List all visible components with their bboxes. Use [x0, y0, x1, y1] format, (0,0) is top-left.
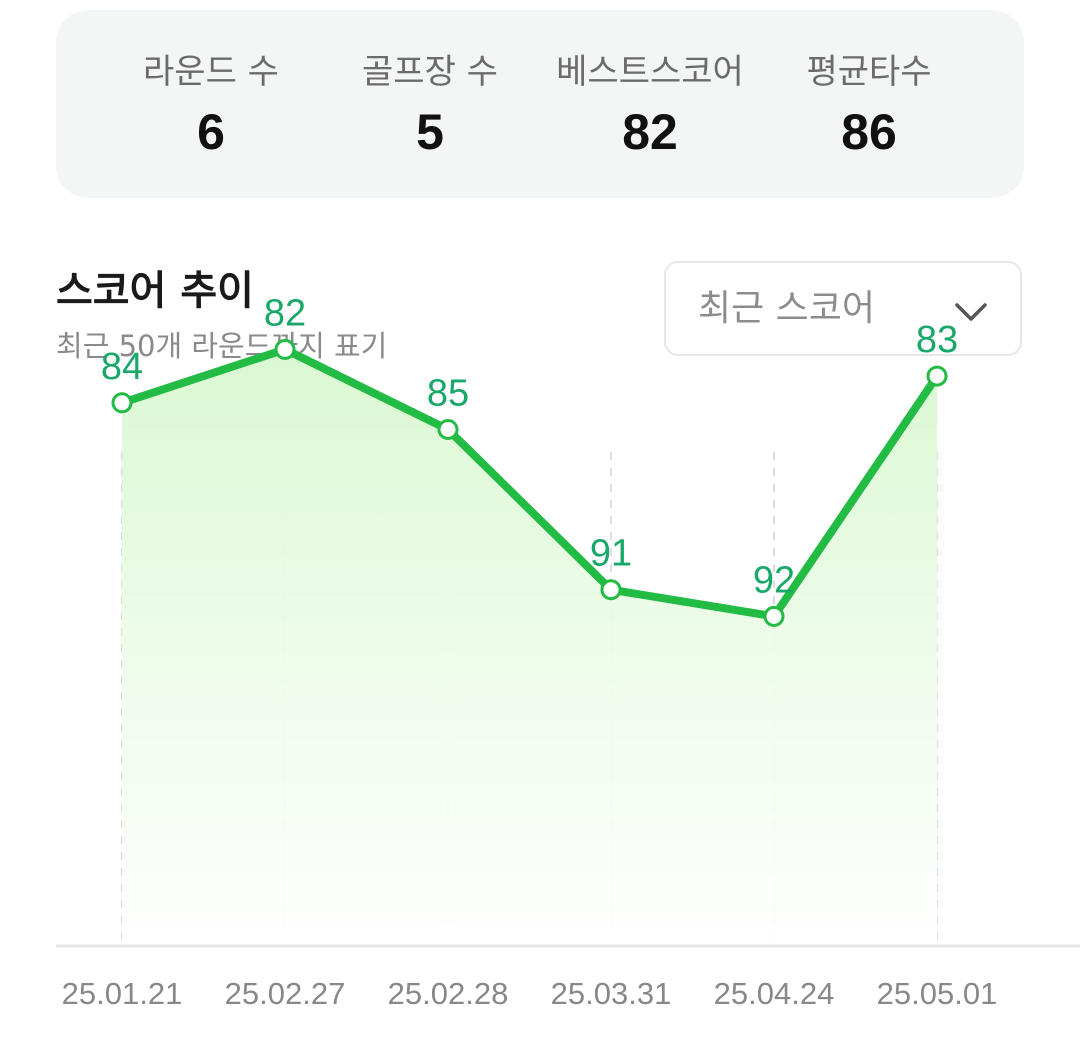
- data-label: 83: [916, 319, 958, 361]
- x-tick-label: 25.04.24: [714, 976, 835, 1011]
- data-point[interactable]: [437, 419, 459, 440]
- stat-average-value: 86: [841, 104, 897, 160]
- stat-average: 평균타수 86: [759, 10, 979, 198]
- x-tick-label: 25.02.28: [388, 976, 509, 1011]
- data-label: 91: [590, 533, 632, 575]
- stat-rounds-value: 6: [197, 104, 225, 160]
- chevron-down-icon: [955, 303, 987, 321]
- data-point[interactable]: [763, 605, 785, 627]
- data-point[interactable]: [600, 579, 622, 601]
- stat-best-score: 베스트스코어 82: [540, 10, 760, 198]
- stat-courses-value: 5: [416, 104, 444, 160]
- dropdown-selected-label: 최근 스코어: [698, 288, 876, 329]
- data-point[interactable]: [111, 392, 133, 414]
- x-tick-label: 25.05.01: [877, 976, 998, 1011]
- chart-section-subtitle: 최근 50개 라운드까지 표기: [56, 329, 388, 363]
- score-line: [118, 345, 941, 621]
- data-label: 84: [101, 346, 143, 388]
- stat-courses: 골프장 수 5: [320, 10, 540, 198]
- stat-average-label: 평균타수: [806, 52, 932, 92]
- stat-rounds: 라운드 수 6: [101, 10, 321, 198]
- stat-courses-label: 골프장 수: [362, 52, 498, 92]
- stat-rounds-label: 라운드 수: [143, 52, 279, 92]
- stats-summary-card: 라운드 수 6 골프장 수 5 베스트스코어 82 평균타수 86: [56, 10, 1024, 198]
- data-point[interactable]: [926, 365, 948, 387]
- x-tick-label: 25.01.21: [62, 976, 183, 1011]
- data-point[interactable]: [274, 338, 296, 360]
- x-tick-label: 25.03.31: [551, 976, 672, 1011]
- chart-section-title: 스코어 추이: [56, 268, 254, 314]
- data-label: 85: [427, 373, 469, 415]
- stat-best-score-label: 베스트스코어: [556, 52, 744, 92]
- score-area-fill: [122, 349, 937, 946]
- x-tick-label: 25.02.27: [225, 976, 346, 1011]
- stat-best-score-value: 82: [622, 104, 678, 160]
- data-label: 92: [753, 559, 795, 601]
- score-type-dropdown[interactable]: 최근 스코어: [664, 261, 1022, 356]
- data-label: 82: [264, 292, 306, 334]
